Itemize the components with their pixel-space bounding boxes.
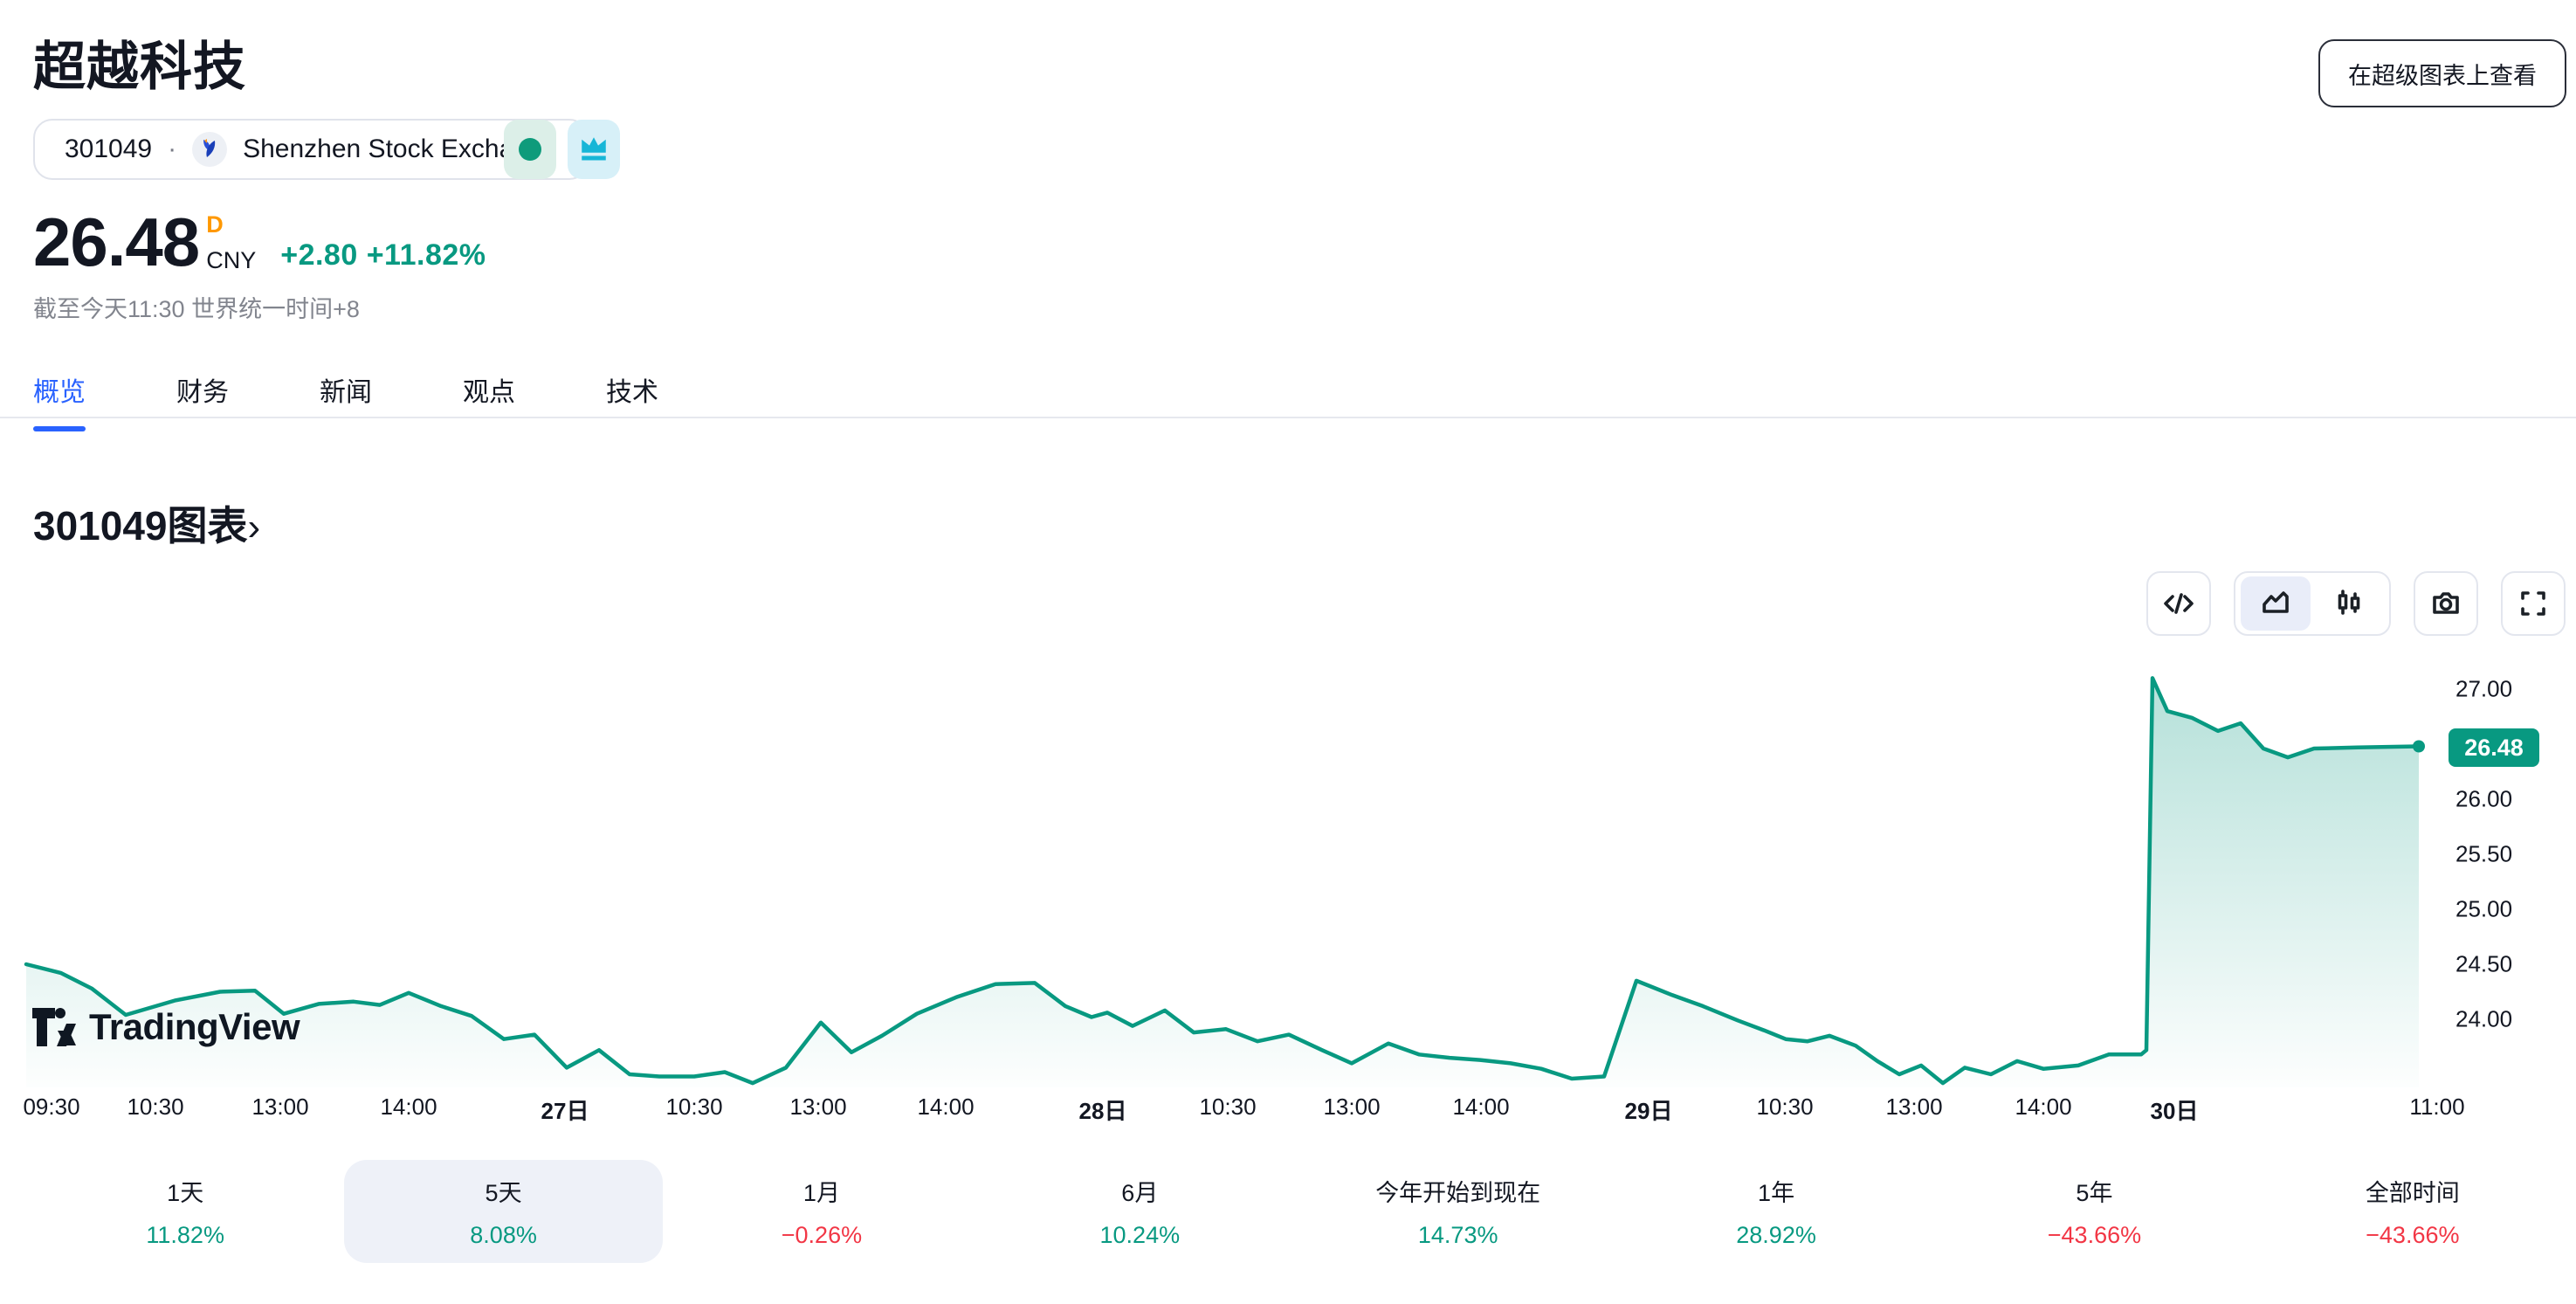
tab-财务[interactable]: 财务 [176, 378, 229, 407]
time-axis-tick: 13:00 [251, 1094, 309, 1120]
tradingview-watermark[interactable]: TradingView [31, 1006, 300, 1048]
price-line [24, 676, 2421, 1086]
tab-观点[interactable]: 观点 [463, 378, 515, 407]
price-block: 26.48 D CNY +2.80 +11.82% [33, 204, 486, 281]
price-change: +2.80 +11.82% [280, 238, 486, 274]
time-axis-tick: 13:00 [1885, 1094, 1943, 1120]
range-button-全部时间[interactable]: 全部时间 −43.66% [2254, 1160, 2572, 1263]
price-chart[interactable] [0, 651, 2576, 1087]
range-label: 1年 [1758, 1180, 1795, 1206]
range-label: 6月 [1121, 1180, 1159, 1206]
range-button-1月[interactable]: 1月 −0.26% [663, 1160, 981, 1263]
separator-dot: · [168, 135, 177, 163]
time-axis-tick: 11:00 [2409, 1094, 2465, 1120]
fullscreen-icon [2521, 591, 2545, 616]
range-button-今年开始到现在[interactable]: 今年开始到现在 14.73% [1299, 1160, 1617, 1263]
time-axis-tick: 28日 [1078, 1098, 1127, 1124]
exchange-logo-icon [192, 132, 228, 167]
chart-type-switch [2234, 571, 2391, 636]
range-label: 5年 [2076, 1180, 2113, 1206]
time-axis-tick: 14:00 [917, 1094, 975, 1120]
change-absolute: +2.80 [280, 238, 358, 272]
open-supercharts-button[interactable]: 在超级图表上查看 [2318, 39, 2566, 107]
range-button-5年[interactable]: 5年 −43.66% [1935, 1160, 2253, 1263]
price-meta: D CNY [206, 211, 256, 274]
time-axis-tick: 14:00 [1452, 1094, 1510, 1120]
price-axis-tick: 27.00 [2455, 675, 2513, 702]
snapshot-button[interactable] [2414, 571, 2478, 636]
last-price: 26.48 [33, 204, 200, 281]
range-label: 1天 [167, 1180, 204, 1206]
symbol-code: 301049 [65, 135, 153, 163]
range-label: 今年开始到现在 [1375, 1180, 1541, 1206]
area-chart-type-button[interactable] [2241, 576, 2311, 631]
candles-icon [2338, 590, 2360, 615]
range-performance: −43.66% [2047, 1222, 2142, 1248]
range-performance: 10.24% [1099, 1222, 1181, 1248]
price-axis-tick: 25.00 [2455, 895, 2513, 922]
interval-badge[interactable]: D [206, 211, 224, 238]
price-axis-tick: 24.00 [2455, 1005, 2513, 1032]
camera-icon [2433, 592, 2459, 614]
change-percent: +11.82% [366, 238, 486, 272]
chart-toolbar [2146, 571, 2566, 636]
tab-概览[interactable]: 概览 [33, 370, 86, 431]
chart-section-title-text: 301049图表 [33, 503, 248, 549]
tabs-divider [0, 417, 2576, 418]
last-price-dot [2413, 740, 2425, 753]
last-price-label: 26.48 [2449, 728, 2539, 767]
fullscreen-button[interactable] [2501, 571, 2566, 636]
code-icon [2164, 593, 2194, 614]
time-axis-tick: 14:00 [380, 1094, 437, 1120]
time-axis-tick: 10:30 [1199, 1094, 1257, 1120]
range-performance: 14.73% [1417, 1222, 1498, 1248]
time-axis-tick: 27日 [541, 1098, 589, 1124]
time-axis-tick: 13:00 [1323, 1094, 1381, 1120]
currency-label: CNY [206, 247, 257, 273]
range-button-1年[interactable]: 1年 28.92% [1617, 1160, 1935, 1263]
tab-技术[interactable]: 技术 [606, 378, 658, 407]
range-performance: −43.66% [2366, 1222, 2460, 1248]
tradingview-wordmark: TradingView [89, 1006, 300, 1047]
range-label: 5天 [485, 1180, 522, 1206]
range-performance: 28.92% [1736, 1222, 1816, 1248]
time-axis-tick: 14:00 [2015, 1094, 2072, 1120]
crown-icon [582, 137, 606, 161]
range-performance: 11.82% [146, 1222, 224, 1248]
as-of-timestamp: 截至今天11:30 世界统一时间+8 [33, 296, 360, 322]
time-axis-tick: 10:30 [127, 1094, 184, 1120]
market-status-button[interactable] [504, 120, 556, 179]
premium-crown-button[interactable] [568, 120, 620, 179]
price-axis-tick: 25.50 [2455, 840, 2513, 867]
embed-code-button[interactable] [2146, 571, 2211, 636]
range-performance: 8.08% [470, 1222, 537, 1248]
time-axis-tick: 09:30 [23, 1094, 80, 1120]
market-open-dot-icon [519, 138, 541, 161]
range-performance: −0.26% [781, 1222, 863, 1248]
range-button-6月[interactable]: 6月 10.24% [981, 1160, 1298, 1263]
time-axis-tick: 29日 [1624, 1098, 1673, 1124]
price-axis-tick: 26.00 [2455, 785, 2513, 812]
range-selector: 1天 11.82% 5天 8.08% 1月 −0.26% 6月 10.24% 今年开始到现在 14… [26, 1160, 2572, 1263]
section-tabs: 概览 财务 新闻 观点 技术 [33, 370, 658, 431]
price-axis-tick: 24.50 [2455, 950, 2513, 977]
candles-chart-type-button[interactable] [2314, 576, 2384, 631]
range-button-5天[interactable]: 5天 8.08% [344, 1160, 663, 1263]
time-axis-tick: 10:30 [1756, 1094, 1814, 1120]
range-label: 1月 [802, 1180, 840, 1206]
tradingview-logo-icon [32, 1008, 76, 1046]
range-button-1天[interactable]: 1天 11.82% [26, 1160, 344, 1263]
tab-新闻[interactable]: 新闻 [320, 378, 372, 407]
page-title: 超越科技 [33, 38, 246, 96]
time-axis-tick: 30日 [2150, 1098, 2199, 1124]
area-fill [26, 678, 2419, 1087]
chevron-right-icon: › [247, 506, 261, 549]
area-chart-icon [2263, 591, 2289, 613]
chart-section-title[interactable]: 301049图表› [33, 494, 260, 552]
time-axis-tick: 10:30 [665, 1094, 723, 1120]
chart-canvas[interactable] [0, 651, 2576, 1087]
time-axis-tick: 13:00 [789, 1094, 847, 1120]
range-label: 全部时间 [2365, 1180, 2460, 1206]
